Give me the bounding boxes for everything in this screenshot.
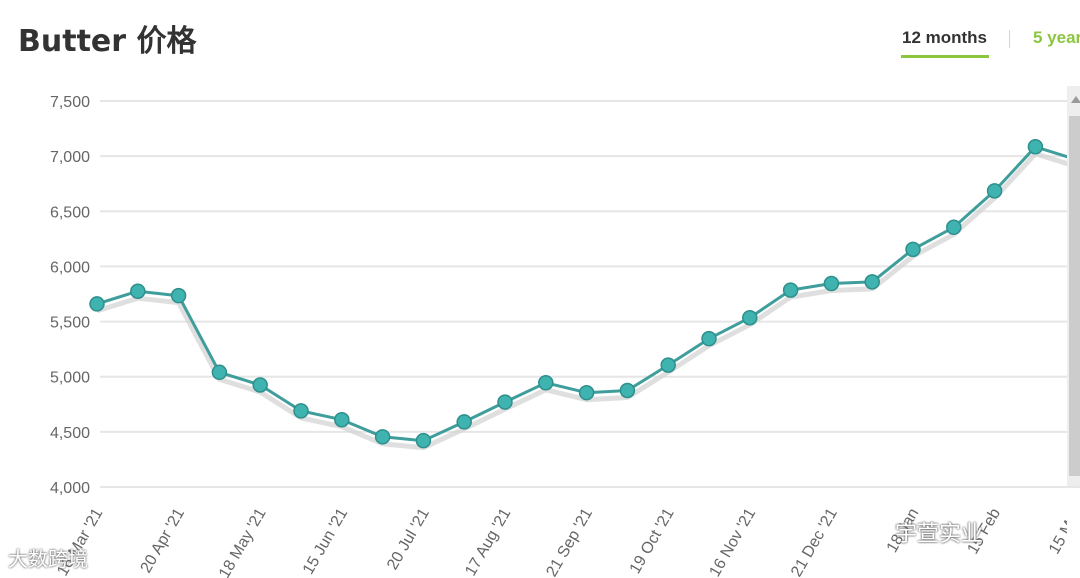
- series-layer: [89, 139, 1067, 451]
- watermark-left: 大数跨境: [8, 547, 88, 571]
- tab-12-months[interactable]: 12 months: [902, 28, 988, 47]
- y-tick-label: 7,000: [50, 149, 90, 166]
- data-point[interactable]: [578, 384, 595, 401]
- x-tick-label: 21 Sep '21: [543, 505, 596, 578]
- y-tick-label: 4,500: [50, 425, 90, 442]
- data-point[interactable]: [946, 219, 962, 236]
- y-tick-label: 6,000: [50, 259, 90, 276]
- y-axis-tick-labels: 4,000 4,500 5,000 5,500 6,000 6,500 7,000 7,500: [50, 94, 90, 497]
- data-point[interactable]: [538, 375, 554, 391]
- data-point[interactable]: [864, 274, 880, 290]
- data-point[interactable]: [497, 394, 513, 410]
- y-tick-label: 6,500: [50, 204, 90, 221]
- x-tick-label: 18 May '21: [216, 505, 270, 578]
- tab-divider: [1009, 30, 1010, 48]
- x-tick-label: 19 Oct '21: [627, 505, 678, 576]
- active-tab-underline: [901, 55, 989, 58]
- scrollbar-thumb[interactable]: [1069, 116, 1080, 476]
- y-tick-label: 5,000: [50, 370, 90, 387]
- data-point[interactable]: [170, 287, 187, 304]
- y-tick-label: 7,500: [50, 94, 90, 111]
- y-tick-label: 4,000: [50, 480, 90, 497]
- x-tick-label: 20 Jul '21: [384, 505, 433, 572]
- data-point[interactable]: [252, 377, 268, 393]
- data-point[interactable]: [619, 382, 636, 399]
- data-point[interactable]: [782, 282, 799, 298]
- x-tick-label: 17 Aug '21: [462, 505, 514, 578]
- data-point[interactable]: [701, 330, 717, 347]
- data-point[interactable]: [211, 364, 228, 381]
- data-point[interactable]: [660, 357, 676, 373]
- tab-5-year[interactable]: 5 year: [1033, 28, 1080, 47]
- data-point[interactable]: [986, 183, 1003, 199]
- data-point[interactable]: [334, 411, 350, 428]
- page-title: Butter 价格: [18, 24, 197, 59]
- y-tick-label: 5,500: [50, 315, 90, 332]
- data-point[interactable]: [130, 283, 146, 299]
- scroll-up-arrow-icon[interactable]: [1071, 96, 1080, 103]
- data-point[interactable]: [905, 241, 921, 258]
- gridlines: [100, 100, 1080, 488]
- data-point[interactable]: [89, 296, 105, 312]
- x-tick-label: 15 Jun '21: [300, 505, 351, 577]
- x-tick-label: 20 Apr '21: [138, 505, 189, 576]
- x-tick-label: 21 Dec '21: [788, 505, 841, 578]
- x-tick-label: 15 Mar: [1046, 505, 1080, 557]
- x-tick-label: 16 Nov '21: [707, 505, 760, 578]
- data-point[interactable]: [415, 432, 432, 449]
- data-point[interactable]: [293, 403, 309, 419]
- data-point[interactable]: [456, 414, 472, 430]
- data-point[interactable]: [1027, 139, 1044, 155]
- data-point[interactable]: [374, 429, 391, 445]
- data-point[interactable]: [742, 309, 758, 326]
- watermark-right: 宇萱实业: [895, 522, 984, 547]
- series-line-shadow: [96, 151, 1067, 451]
- data-point[interactable]: [823, 275, 840, 292]
